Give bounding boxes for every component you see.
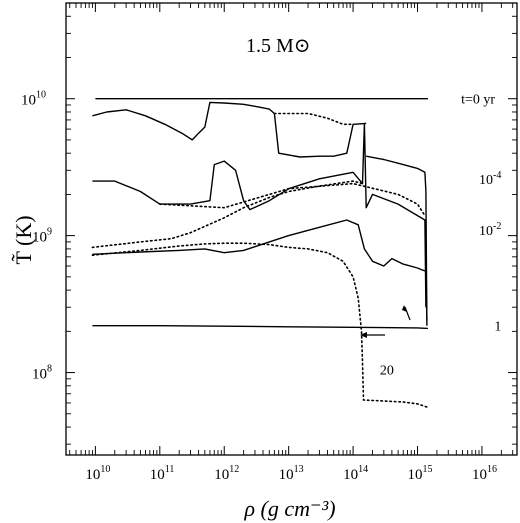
x-tick-base: 10 (85, 467, 100, 483)
curve-label-1: 10-4 (479, 170, 501, 188)
y-tick-exp: 10 (36, 90, 46, 101)
x-tick-label: 1010 (85, 464, 110, 483)
x-tick-exp: 11 (165, 464, 175, 475)
x-tick-label: 1011 (150, 464, 175, 483)
x-tick-base: 10 (214, 467, 229, 483)
series-line-3 (366, 155, 428, 326)
x-tick-base: 10 (279, 467, 294, 483)
x-tick-label: 1014 (343, 464, 368, 483)
x-tick-base: 10 (408, 467, 423, 483)
chart-title: 1.5 M⊙ (246, 35, 311, 57)
y-tick-base: 10 (32, 367, 47, 383)
y-tick-base: 10 (32, 230, 47, 246)
x-axis-title: ρ (g cm⁻³) (243, 496, 335, 521)
y-tick-label: 109 (32, 227, 52, 246)
series-layer (91, 98, 428, 408)
x-tick-label: 1013 (279, 464, 304, 483)
x-tick-exp: 15 (423, 464, 433, 475)
series-line-6 (91, 180, 364, 249)
series-line-2 (273, 112, 354, 126)
curve-label-exp: -2 (493, 221, 501, 232)
curve-label-exp: -4 (493, 170, 501, 181)
x-tick-label: 1012 (214, 464, 239, 483)
series-line-7 (92, 219, 428, 321)
plot-frame (65, 2, 518, 456)
y-tick-label: 1010 (21, 90, 46, 109)
curve-label-3: 1 (494, 320, 501, 335)
y-tick-base: 10 (21, 93, 36, 109)
arrow-1-head (402, 305, 407, 312)
series-line-1 (92, 101, 367, 158)
arrow-1-shaft (404, 306, 411, 321)
x-tick-base: 10 (150, 467, 165, 483)
curve-label-base: 10 (479, 224, 493, 239)
arrow-20-head (360, 332, 367, 338)
curve-label-base: 10 (479, 173, 493, 188)
x-tick-exp: 12 (229, 464, 239, 475)
series-line-9 (92, 325, 428, 330)
x-tick-base: 10 (343, 467, 358, 483)
series-line-5 (159, 182, 426, 217)
y-tick-exp: 8 (47, 364, 52, 375)
x-tick-exp: 16 (487, 464, 497, 475)
y-tick-exp: 9 (47, 227, 52, 238)
curve-label-0: t=0 yr (461, 93, 495, 108)
x-tick-base: 10 (472, 467, 487, 483)
y-axis-title: T̃ (K) (11, 215, 36, 264)
x-tick-exp: 14 (358, 464, 368, 475)
curve-label-2: 10-2 (479, 221, 501, 239)
x-tick-label: 1015 (408, 464, 433, 483)
x-tick-exp: 13 (294, 464, 304, 475)
axis-ticks (66, 3, 517, 455)
y-tick-label: 108 (32, 364, 52, 383)
x-tick-label: 1016 (472, 464, 497, 483)
chart-title-text: 1.5 M⊙ (246, 35, 311, 57)
series-line-4 (92, 122, 427, 308)
curve-label-4: 20 (380, 364, 394, 379)
x-tick-exp: 10 (100, 464, 110, 475)
series-line-8 (91, 242, 428, 408)
